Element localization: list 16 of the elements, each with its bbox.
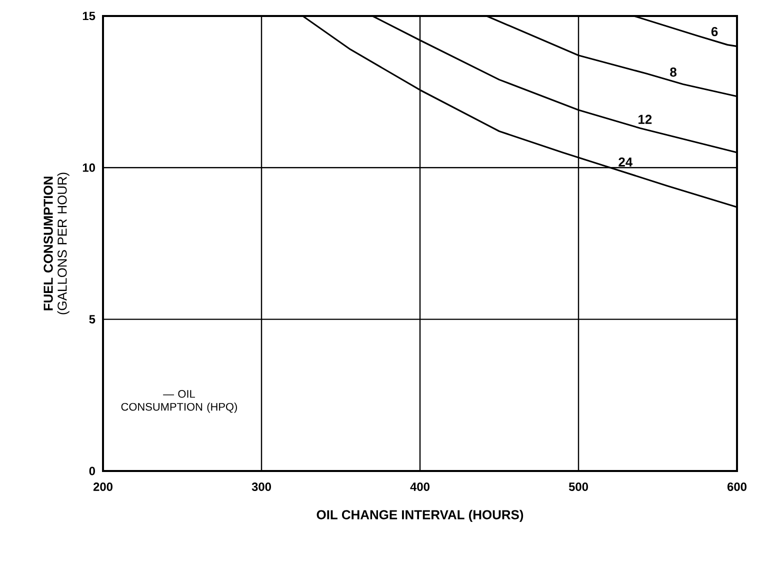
y-tick-label: 5 <box>89 315 96 324</box>
x-axis-title: OIL CHANGE INTERVAL (HOURS) <box>316 510 524 522</box>
y-tick-label: 0 <box>89 466 95 476</box>
series-label: 8 <box>670 68 676 77</box>
y-axis-title: FUEL CONSUMPTION (GALLONS PER HOUR) <box>44 172 70 314</box>
series-label: 6 <box>711 26 718 36</box>
x-tick-label: 300 <box>252 482 271 491</box>
annotation: — OIL CONSUMPTION (HPQ) <box>121 390 237 413</box>
x-tick-label: 400 <box>410 482 430 491</box>
x-tick-label: 500 <box>568 482 588 491</box>
x-tick-label: 600 <box>727 482 746 491</box>
series-label: 24 <box>618 157 633 167</box>
series-label: 12 <box>638 114 652 124</box>
y-tick-label: 10 <box>82 163 95 172</box>
y-tick-label: 15 <box>82 12 96 20</box>
x-tick-label: 200 <box>93 482 112 491</box>
